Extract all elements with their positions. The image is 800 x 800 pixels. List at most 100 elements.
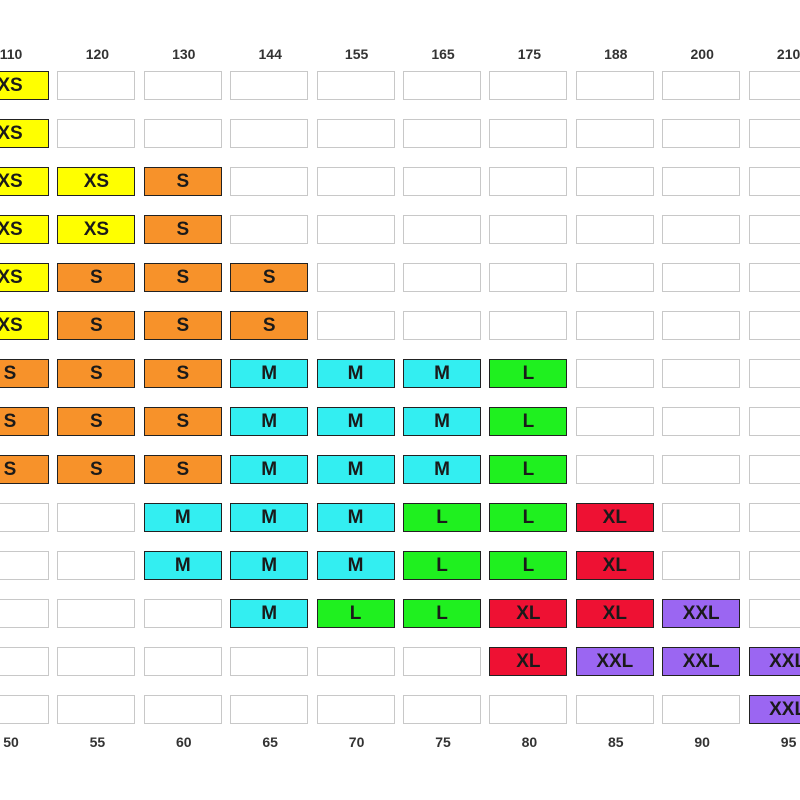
size-cell: S (143, 215, 222, 244)
empty-cell (0, 695, 49, 724)
empty-cell (0, 551, 49, 580)
bottom-column-label: 50 (3, 734, 19, 750)
size-cell: S (143, 311, 222, 340)
size-cell: S (230, 263, 309, 292)
size-cell: M (143, 503, 222, 532)
top-column-label: 165 (431, 46, 455, 62)
size-cell: M (316, 407, 395, 436)
top-column-label: 130 (172, 46, 196, 62)
top-column-label: 200 (690, 46, 714, 62)
bottom-column-label: 85 (608, 734, 624, 750)
size-cell: M (230, 455, 309, 484)
size-cell: XXL (748, 647, 800, 676)
size-cell: L (403, 599, 481, 628)
empty-cell (403, 647, 481, 676)
empty-cell (403, 695, 481, 724)
empty-cell (0, 647, 49, 676)
empty-cell (57, 647, 136, 676)
empty-cell (662, 407, 741, 436)
empty-cell (748, 551, 800, 580)
size-cell: S (57, 359, 136, 388)
size-cell: L (316, 599, 395, 628)
size-cell: S (143, 167, 222, 196)
empty-cell (230, 71, 309, 100)
empty-cell (230, 695, 309, 724)
empty-cell (748, 119, 800, 148)
empty-cell (575, 167, 654, 196)
size-cell: M (316, 503, 395, 532)
size-cell: XS (57, 215, 136, 244)
empty-cell (575, 455, 654, 484)
empty-cell (57, 119, 136, 148)
empty-cell (230, 647, 309, 676)
empty-cell (748, 359, 800, 388)
empty-cell (143, 71, 222, 100)
empty-cell (489, 119, 568, 148)
empty-cell (575, 407, 654, 436)
top-column-label: 110 (0, 46, 23, 62)
size-cell: L (489, 359, 568, 388)
empty-cell (662, 359, 741, 388)
empty-cell (57, 695, 136, 724)
empty-cell (403, 71, 481, 100)
top-column-label: 155 (344, 46, 369, 62)
empty-cell (662, 215, 741, 244)
top-column-label: 188 (604, 46, 628, 62)
size-cell: L (489, 407, 568, 436)
empty-cell (662, 119, 741, 148)
empty-cell (662, 311, 741, 340)
size-cell: L (489, 455, 568, 484)
size-cell: M (316, 551, 395, 580)
empty-cell (316, 71, 395, 100)
bottom-column-label: 60 (176, 734, 192, 750)
empty-cell (403, 167, 481, 196)
size-cell: S (57, 263, 136, 292)
size-cell: M (403, 359, 481, 388)
size-cell: M (230, 551, 309, 580)
empty-cell (489, 263, 568, 292)
size-cell: L (403, 551, 481, 580)
size-cell: M (316, 455, 395, 484)
size-cell: S (143, 263, 222, 292)
top-column-label: 210 (776, 46, 800, 62)
empty-cell (575, 311, 654, 340)
size-cell: XXL (748, 695, 800, 724)
empty-cell (489, 71, 568, 100)
size-cell: L (403, 503, 481, 532)
size-cell: XS (0, 119, 49, 148)
empty-cell (575, 71, 654, 100)
empty-cell (662, 551, 741, 580)
size-cell: XL (575, 599, 654, 628)
size-cell: S (57, 455, 136, 484)
size-cell: S (0, 359, 49, 388)
empty-cell (57, 599, 136, 628)
size-cell: XXL (662, 647, 741, 676)
size-cell: XS (0, 311, 49, 340)
empty-cell (230, 119, 309, 148)
empty-cell (403, 215, 481, 244)
empty-cell (143, 599, 222, 628)
empty-cell (0, 503, 49, 532)
empty-cell (143, 119, 222, 148)
bottom-column-label: 90 (694, 734, 710, 750)
size-cell: S (0, 455, 49, 484)
empty-cell (316, 695, 395, 724)
empty-cell (748, 599, 800, 628)
size-cell: XXL (662, 599, 741, 628)
empty-cell (575, 359, 654, 388)
bottom-column-label: 55 (89, 734, 106, 750)
empty-cell (403, 263, 481, 292)
empty-cell (316, 215, 395, 244)
empty-cell (748, 167, 800, 196)
size-cell: XL (575, 551, 654, 580)
size-cell: M (403, 455, 481, 484)
size-cell: S (0, 407, 49, 436)
size-cell: M (143, 551, 222, 580)
size-cell: M (316, 359, 395, 388)
bottom-column-label: 80 (521, 734, 538, 750)
empty-cell (0, 599, 49, 628)
size-cell: M (230, 407, 309, 436)
empty-cell (230, 215, 309, 244)
size-cell: S (230, 311, 309, 340)
